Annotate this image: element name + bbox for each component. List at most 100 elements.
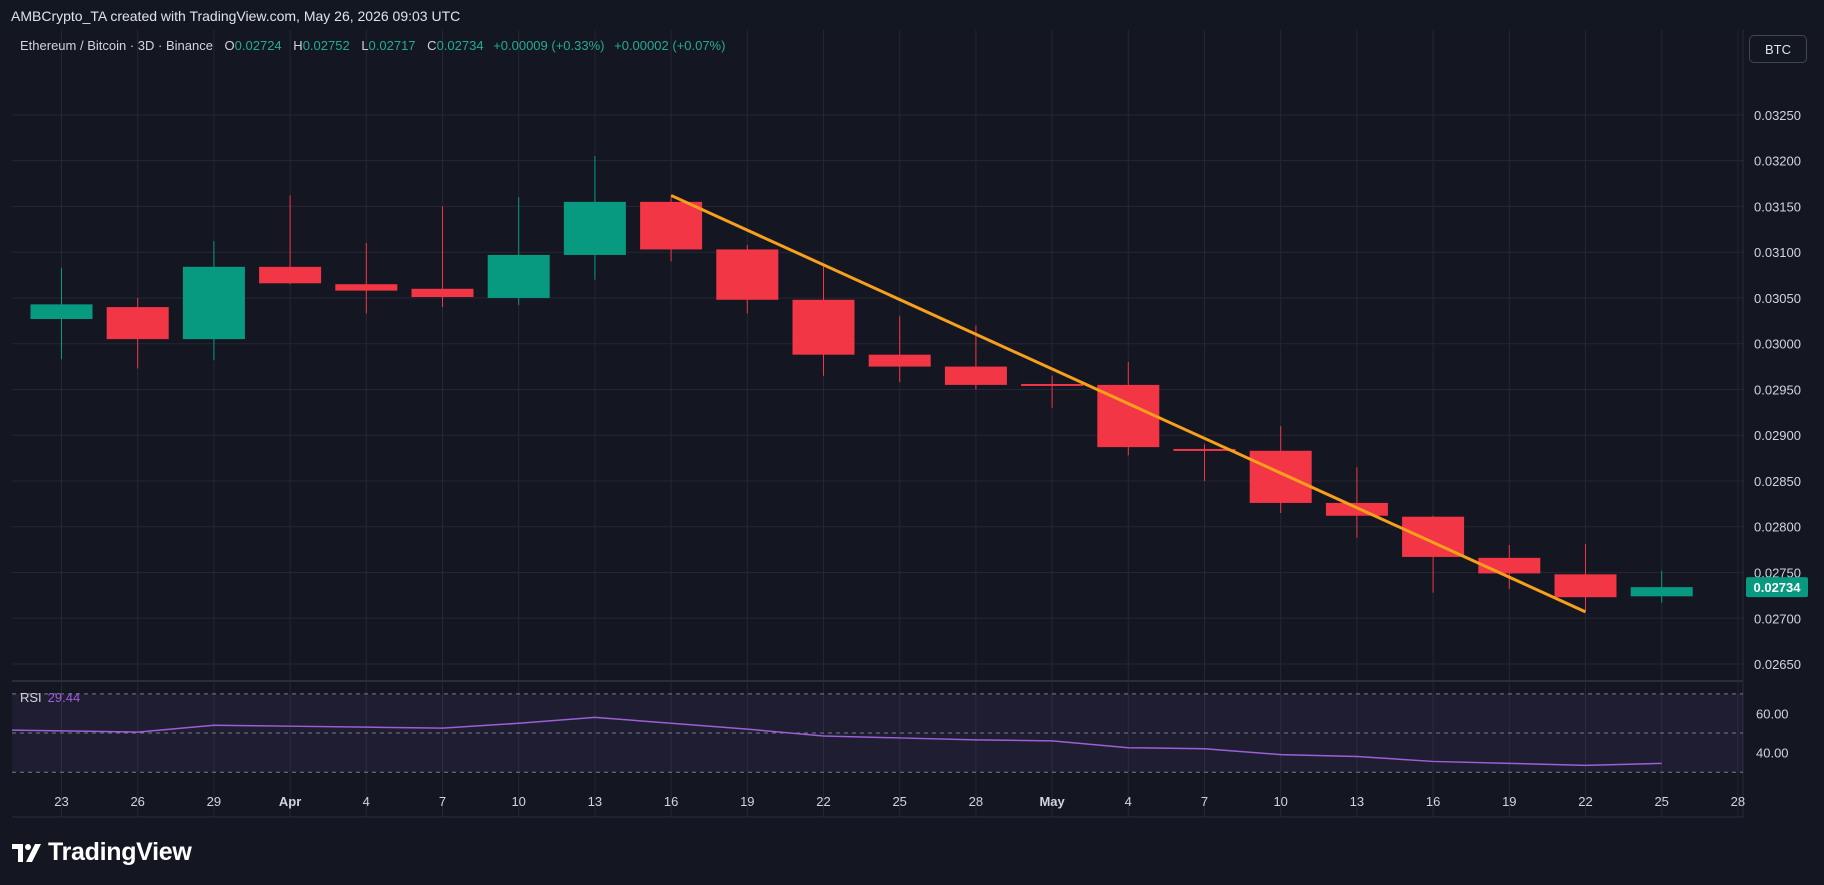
candle-body (30, 304, 93, 319)
time-tick-label: 28 (1731, 794, 1745, 809)
candle (182, 241, 245, 361)
price-tick-label: 0.03100 (1754, 245, 1801, 260)
last-price-label: 0.02734 (1754, 580, 1802, 595)
rsi-tick-label: 40.00 (1756, 746, 1789, 761)
price-tick-label: 0.02800 (1754, 520, 1801, 535)
price-tick-label: 0.02750 (1754, 566, 1801, 581)
time-axis[interactable]: 23 26 29 Apr 4 7 10 13 16 19 22 25 28 May 4 7 10 13 16 19 22… (54, 794, 1745, 809)
candle-body (1173, 448, 1236, 451)
last-price-tag: 0.02734 (1746, 577, 1808, 598)
candle (1249, 426, 1312, 514)
attribution-text: AMBCrypto_TA created with TradingView.co… (11, 8, 461, 24)
time-tick-label: 13 (1350, 794, 1364, 809)
candle-body (1630, 587, 1693, 597)
time-tick-label: 29 (207, 794, 221, 809)
price-tick-label: 0.03150 (1754, 199, 1801, 214)
time-tick-label: 26 (130, 794, 144, 809)
symbol-legend: Ethereum / Bitcoin · 3D · Binance O0.027… (20, 38, 725, 53)
candle-body (1554, 574, 1617, 598)
candle-body (487, 254, 550, 298)
candle-body (182, 266, 245, 340)
time-tick-label: 10 (1273, 794, 1287, 809)
time-tick-label: 13 (588, 794, 602, 809)
rsi-line (11, 716, 1662, 767)
time-tick-label: 28 (969, 794, 983, 809)
candle (106, 297, 169, 369)
candle (1630, 570, 1693, 603)
tradingview-logo-icon (12, 844, 41, 862)
time-tick-label: 4 (363, 794, 370, 809)
candle-body (716, 249, 779, 300)
candle (792, 265, 855, 376)
candle (563, 156, 626, 280)
price-axis[interactable]: 0.02650 0.02700 0.02750 0.02800 0.02850 0.029… (1754, 108, 1801, 761)
trendline-segment (670, 194, 1587, 614)
candle-body (640, 201, 703, 250)
time-tick-label: 25 (1654, 794, 1668, 809)
rsi-legend: RSI 29.44 (20, 690, 80, 705)
candle (30, 267, 93, 360)
candle-body (106, 307, 169, 340)
brand-text: TradingView (48, 837, 192, 866)
time-tick-label: 23 (54, 794, 68, 809)
top-bar: AMBCrypto_TA created with TradingView.co… (0, 0, 1824, 30)
candle (640, 197, 703, 262)
candle-body (944, 366, 1007, 385)
time-tick-label: 25 (892, 794, 906, 809)
candle-body (259, 266, 322, 284)
time-tick-label: 22 (1578, 794, 1592, 809)
rsi-label[interactable]: RSI (20, 690, 42, 705)
rsi-series-line (11, 716, 1662, 767)
time-tick-label: 10 (511, 794, 525, 809)
candle-body (868, 354, 931, 367)
currency-button[interactable]: BTC (1749, 35, 1807, 63)
trendline[interactable] (670, 194, 1587, 614)
candles (30, 156, 1693, 611)
candle (716, 244, 779, 314)
candle (944, 325, 1007, 390)
candle (1173, 444, 1236, 481)
candle (1554, 544, 1617, 611)
symbol-title[interactable]: Ethereum / Bitcoin · 3D · Binance (20, 38, 213, 53)
last-price-bg (1746, 577, 1808, 598)
candle-body (1249, 450, 1312, 503)
time-tick-label: Apr (279, 794, 301, 809)
close-value: 0.02734 (436, 38, 484, 53)
candle (335, 243, 398, 314)
rsi-value: 29.44 (47, 690, 81, 705)
change-value: +0.00009 (+0.33%) (493, 38, 605, 53)
grid-lines (12, 30, 1743, 817)
price-tick-label: 0.03050 (1754, 291, 1801, 306)
high-value: 0.02752 (302, 38, 350, 53)
low-label: L (361, 38, 369, 53)
change-value-2: +0.00002 (+0.07%) (614, 38, 726, 53)
time-tick-label: 22 (816, 794, 830, 809)
candle (411, 206, 474, 308)
close-label: C (427, 38, 437, 53)
time-tick-label: 4 (1125, 794, 1132, 809)
time-tick-label: 7 (1201, 794, 1208, 809)
tradingview-logo[interactable]: TradingView (12, 838, 192, 866)
time-tick-label: 19 (1502, 794, 1516, 809)
candle-body (563, 201, 626, 255)
candle-body (411, 288, 474, 298)
price-tick-label: 0.03250 (1754, 108, 1801, 123)
time-tick-label: 16 (1426, 794, 1440, 809)
candle (259, 195, 322, 285)
candle-body (335, 284, 398, 291)
candle (868, 316, 931, 383)
candle (1021, 375, 1084, 408)
high-label: H (293, 38, 303, 53)
open-value: 0.02724 (234, 38, 282, 53)
time-tick-label: 16 (664, 794, 678, 809)
price-tick-label: 0.03000 (1754, 337, 1801, 352)
price-tick-label: 0.02950 (1754, 382, 1801, 397)
open-label: O (224, 38, 235, 53)
time-tick-label: 19 (740, 794, 754, 809)
price-tick-label: 0.02900 (1754, 428, 1801, 443)
price-tick-label: 0.02850 (1754, 474, 1801, 489)
candle (487, 197, 550, 306)
low-value: 0.02717 (368, 38, 416, 53)
price-tick-label: 0.02650 (1754, 657, 1801, 672)
